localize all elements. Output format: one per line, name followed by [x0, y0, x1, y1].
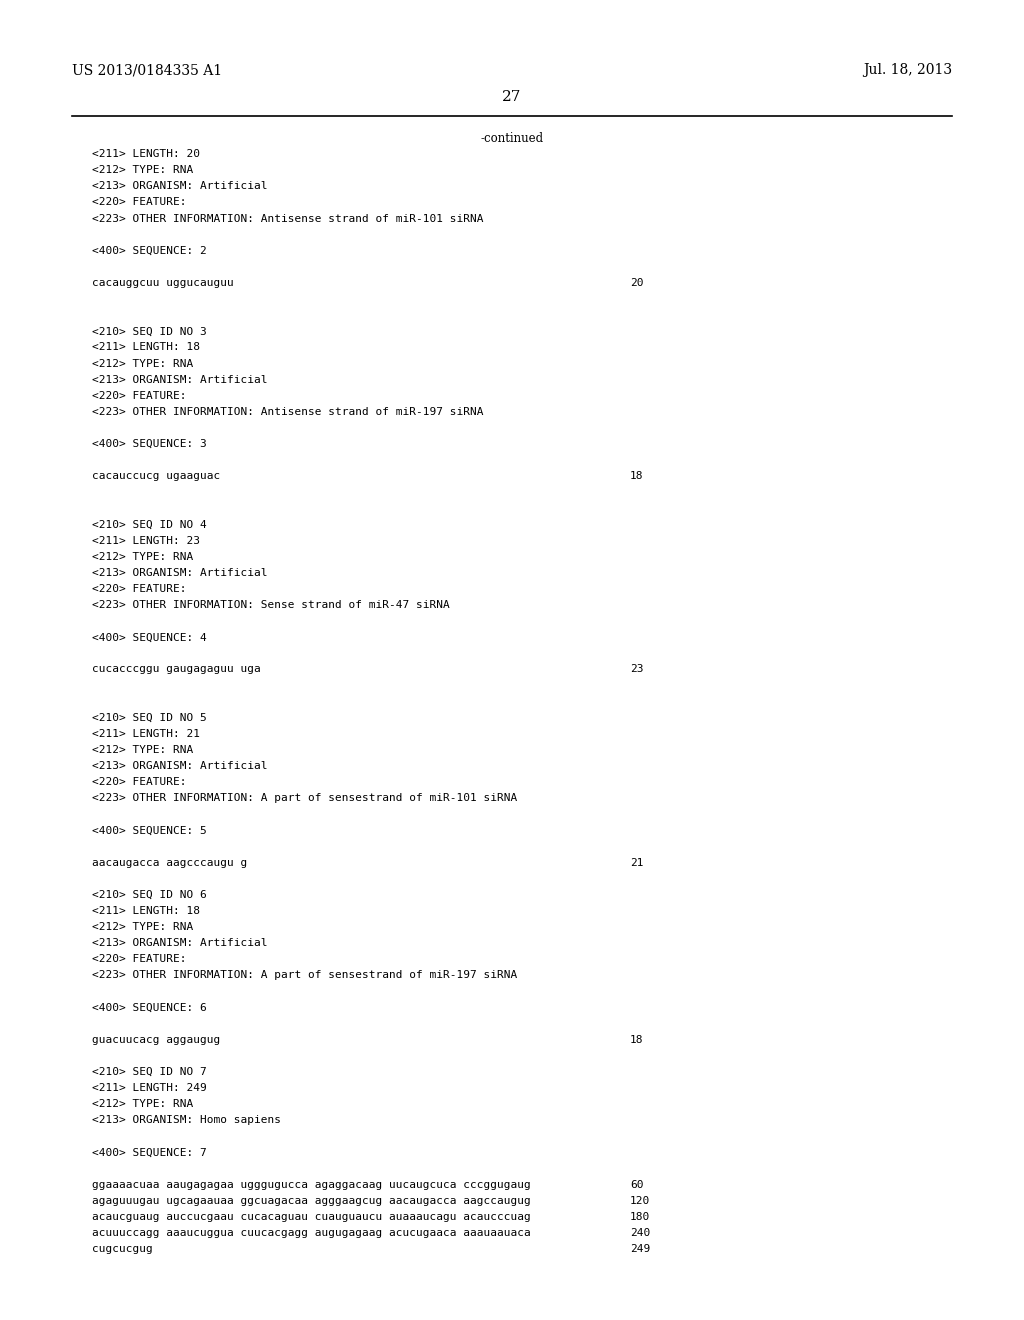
Text: <213> ORGANISM: Artificial: <213> ORGANISM: Artificial [92, 939, 267, 948]
Text: <213> ORGANISM: Artificial: <213> ORGANISM: Artificial [92, 762, 267, 771]
Text: aacaugacca aagcccaugu g: aacaugacca aagcccaugu g [92, 858, 248, 867]
Text: -continued: -continued [480, 132, 544, 145]
Text: 18: 18 [630, 471, 643, 482]
Text: <223> OTHER INFORMATION: Antisense strand of miR-101 siRNA: <223> OTHER INFORMATION: Antisense stran… [92, 214, 483, 223]
Text: <213> ORGANISM: Artificial: <213> ORGANISM: Artificial [92, 568, 267, 578]
Text: <400> SEQUENCE: 2: <400> SEQUENCE: 2 [92, 246, 207, 256]
Text: <220> FEATURE:: <220> FEATURE: [92, 198, 186, 207]
Text: <400> SEQUENCE: 5: <400> SEQUENCE: 5 [92, 825, 207, 836]
Text: 21: 21 [630, 858, 643, 867]
Text: <400> SEQUENCE: 6: <400> SEQUENCE: 6 [92, 1003, 207, 1012]
Text: <212> TYPE: RNA: <212> TYPE: RNA [92, 359, 194, 368]
Text: acaucguaug auccucgaau cucacaguau cuauguaucu auaaaucagu acaucccuag: acaucguaug auccucgaau cucacaguau cuaugua… [92, 1212, 530, 1222]
Text: cacauggcuu uggucauguu: cacauggcuu uggucauguu [92, 279, 233, 288]
Text: cacauccucg ugaaguac: cacauccucg ugaaguac [92, 471, 220, 482]
Text: <211> LENGTH: 20: <211> LENGTH: 20 [92, 149, 200, 160]
Text: <211> LENGTH: 18: <211> LENGTH: 18 [92, 906, 200, 916]
Text: ggaaaacuaa aaugagagaa ugggugucca agaggacaag uucaugcuca cccggugaug: ggaaaacuaa aaugagagaa ugggugucca agaggac… [92, 1180, 530, 1189]
Text: <210> SEQ ID NO 5: <210> SEQ ID NO 5 [92, 713, 207, 723]
Text: <212> TYPE: RNA: <212> TYPE: RNA [92, 923, 194, 932]
Text: <223> OTHER INFORMATION: Sense strand of miR-47 siRNA: <223> OTHER INFORMATION: Sense strand of… [92, 601, 450, 610]
Text: <400> SEQUENCE: 4: <400> SEQUENCE: 4 [92, 632, 207, 643]
Text: 180: 180 [630, 1212, 650, 1222]
Text: <213> ORGANISM: Homo sapiens: <213> ORGANISM: Homo sapiens [92, 1115, 282, 1126]
Text: 240: 240 [630, 1228, 650, 1238]
Text: <400> SEQUENCE: 3: <400> SEQUENCE: 3 [92, 440, 207, 449]
Text: 27: 27 [503, 90, 521, 104]
Text: <210> SEQ ID NO 4: <210> SEQ ID NO 4 [92, 520, 207, 529]
Text: acuuuccagg aaaucuggua cuucacgagg augugagaag acucugaaca aaauaauaca: acuuuccagg aaaucuggua cuucacgagg augugag… [92, 1228, 530, 1238]
Text: 249: 249 [630, 1245, 650, 1254]
Text: <211> LENGTH: 18: <211> LENGTH: 18 [92, 342, 200, 352]
Text: 60: 60 [630, 1180, 643, 1189]
Text: <212> TYPE: RNA: <212> TYPE: RNA [92, 165, 194, 176]
Text: guacuucacg aggaugug: guacuucacg aggaugug [92, 1035, 220, 1045]
Text: agaguuugau ugcagaauaa ggcuagacaa agggaagcug aacaugacca aagccaugug: agaguuugau ugcagaauaa ggcuagacaa agggaag… [92, 1196, 530, 1206]
Text: <223> OTHER INFORMATION: A part of sensestrand of miR-101 siRNA: <223> OTHER INFORMATION: A part of sense… [92, 793, 517, 804]
Text: 20: 20 [630, 279, 643, 288]
Text: <400> SEQUENCE: 7: <400> SEQUENCE: 7 [92, 1147, 207, 1158]
Text: <220> FEATURE:: <220> FEATURE: [92, 777, 186, 787]
Text: 18: 18 [630, 1035, 643, 1045]
Text: cugcucgug: cugcucgug [92, 1245, 153, 1254]
Text: <211> LENGTH: 249: <211> LENGTH: 249 [92, 1084, 207, 1093]
Text: 23: 23 [630, 664, 643, 675]
Text: <210> SEQ ID NO 3: <210> SEQ ID NO 3 [92, 326, 207, 337]
Text: cucacccggu gaugagaguu uga: cucacccggu gaugagaguu uga [92, 664, 261, 675]
Text: US 2013/0184335 A1: US 2013/0184335 A1 [72, 63, 222, 78]
Text: <213> ORGANISM: Artificial: <213> ORGANISM: Artificial [92, 375, 267, 384]
Text: <212> TYPE: RNA: <212> TYPE: RNA [92, 744, 194, 755]
Text: <212> TYPE: RNA: <212> TYPE: RNA [92, 552, 194, 562]
Text: <210> SEQ ID NO 7: <210> SEQ ID NO 7 [92, 1067, 207, 1077]
Text: <211> LENGTH: 21: <211> LENGTH: 21 [92, 729, 200, 739]
Text: <223> OTHER INFORMATION: A part of sensestrand of miR-197 siRNA: <223> OTHER INFORMATION: A part of sense… [92, 970, 517, 981]
Text: <211> LENGTH: 23: <211> LENGTH: 23 [92, 536, 200, 545]
Text: <223> OTHER INFORMATION: Antisense strand of miR-197 siRNA: <223> OTHER INFORMATION: Antisense stran… [92, 407, 483, 417]
Text: <210> SEQ ID NO 6: <210> SEQ ID NO 6 [92, 890, 207, 900]
Text: Jul. 18, 2013: Jul. 18, 2013 [863, 63, 952, 78]
Text: <220> FEATURE:: <220> FEATURE: [92, 954, 186, 965]
Text: <220> FEATURE:: <220> FEATURE: [92, 391, 186, 401]
Text: <220> FEATURE:: <220> FEATURE: [92, 583, 186, 594]
Text: 120: 120 [630, 1196, 650, 1206]
Text: <212> TYPE: RNA: <212> TYPE: RNA [92, 1100, 194, 1109]
Text: <213> ORGANISM: Artificial: <213> ORGANISM: Artificial [92, 181, 267, 191]
